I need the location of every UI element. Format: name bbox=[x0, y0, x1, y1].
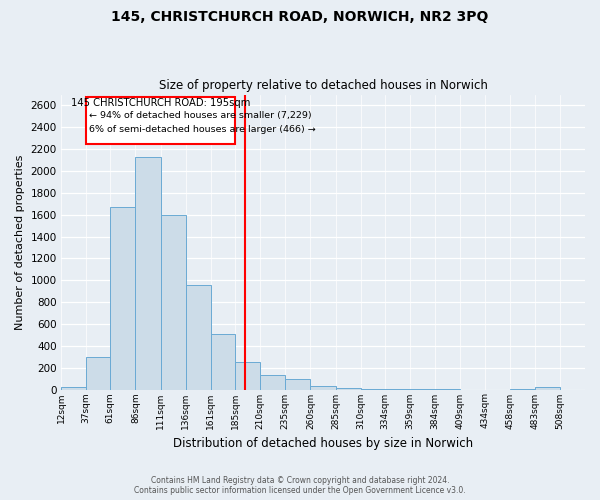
Bar bbox=[61, 387, 86, 390]
Bar bbox=[211, 334, 235, 390]
Title: Size of property relative to detached houses in Norwich: Size of property relative to detached ho… bbox=[158, 79, 487, 92]
Bar bbox=[285, 378, 310, 390]
Bar bbox=[435, 389, 460, 390]
Bar bbox=[161, 214, 185, 390]
Text: ← 94% of detached houses are smaller (7,229): ← 94% of detached houses are smaller (7,… bbox=[89, 112, 312, 120]
Bar bbox=[185, 285, 211, 390]
Bar bbox=[535, 388, 560, 390]
Text: Contains HM Land Registry data © Crown copyright and database right 2024.
Contai: Contains HM Land Registry data © Crown c… bbox=[134, 476, 466, 495]
Bar bbox=[86, 96, 235, 144]
Bar bbox=[235, 362, 260, 390]
Bar bbox=[385, 389, 410, 390]
Bar bbox=[86, 356, 110, 390]
X-axis label: Distribution of detached houses by size in Norwich: Distribution of detached houses by size … bbox=[173, 437, 473, 450]
Text: 6% of semi-detached houses are larger (466) →: 6% of semi-detached houses are larger (4… bbox=[89, 124, 316, 134]
Bar bbox=[361, 389, 385, 390]
Bar bbox=[410, 389, 435, 390]
Bar bbox=[110, 207, 136, 390]
Bar bbox=[509, 389, 535, 390]
Y-axis label: Number of detached properties: Number of detached properties bbox=[15, 154, 25, 330]
Bar bbox=[136, 157, 161, 390]
Text: 145, CHRISTCHURCH ROAD, NORWICH, NR2 3PQ: 145, CHRISTCHURCH ROAD, NORWICH, NR2 3PQ bbox=[112, 10, 488, 24]
Bar bbox=[310, 386, 335, 390]
Text: 145 CHRISTCHURCH ROAD: 195sqm: 145 CHRISTCHURCH ROAD: 195sqm bbox=[71, 98, 250, 108]
Bar bbox=[260, 376, 285, 390]
Bar bbox=[335, 388, 361, 390]
